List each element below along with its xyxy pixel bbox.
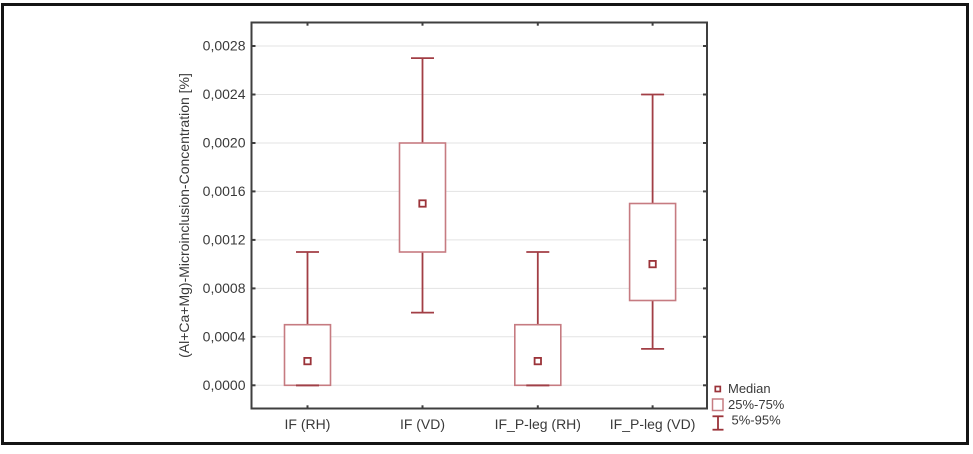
svg-text:0,0012: 0,0012 [203, 231, 246, 247]
svg-text:0,0004: 0,0004 [203, 328, 246, 344]
svg-text:25%-75%: 25%-75% [728, 397, 785, 412]
svg-text:IF (RH): IF (RH) [285, 416, 331, 432]
svg-text:IF_P-leg (VD): IF_P-leg (VD) [610, 416, 696, 432]
svg-text:0,0020: 0,0020 [203, 135, 246, 151]
svg-text:IF (VD): IF (VD) [400, 416, 445, 432]
svg-text:0,0008: 0,0008 [203, 280, 246, 296]
svg-text:0,0016: 0,0016 [203, 183, 246, 199]
svg-text:IF_P-leg (RH): IF_P-leg (RH) [495, 416, 581, 432]
svg-text:0,0028: 0,0028 [203, 38, 246, 54]
svg-text:(Al+Ca+Mg)-Microinclusion-Conc: (Al+Ca+Mg)-Microinclusion-Concentration … [176, 73, 192, 358]
svg-text:0,0000: 0,0000 [203, 377, 246, 393]
svg-text:Median: Median [728, 381, 771, 396]
svg-text:0,0024: 0,0024 [203, 86, 246, 102]
svg-text:5%-95%: 5%-95% [732, 413, 782, 428]
